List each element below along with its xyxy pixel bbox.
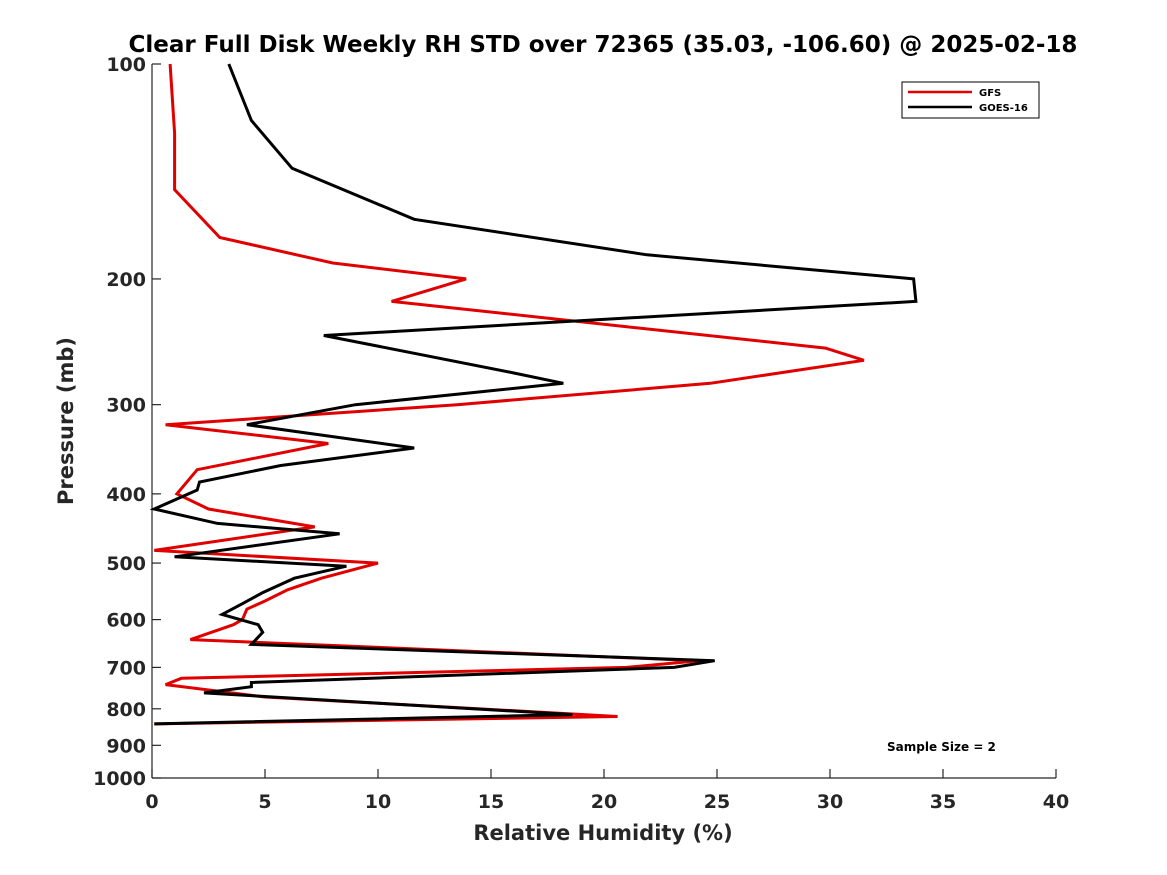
legend-goes-label: GOES-16 xyxy=(979,103,1028,114)
x-tick-label: 20 xyxy=(591,791,617,813)
y-tick-label: 200 xyxy=(106,269,146,291)
legend-box xyxy=(901,81,1040,119)
sample-size-note: Sample Size = 2 xyxy=(887,740,996,754)
x-tick-label: 35 xyxy=(930,791,956,813)
x-tick-label: 0 xyxy=(145,791,158,813)
y-tick-label: 900 xyxy=(106,735,146,757)
series-line-goes-16 xyxy=(149,63,918,726)
x-tick-label: 40 xyxy=(1043,791,1069,813)
y-tick-label: 600 xyxy=(106,610,146,632)
chart-title: Clear Full Disk Weekly RH STD over 72365… xyxy=(129,32,1078,58)
x-tick-label: 15 xyxy=(478,791,504,813)
legend: GFS GOES-16 xyxy=(901,81,1040,119)
y-tick-label: 300 xyxy=(106,395,146,417)
y-tick-label: 500 xyxy=(106,553,146,575)
y-axis-label: Pressure (mb) xyxy=(54,337,78,505)
x-tick-label: 30 xyxy=(817,791,843,813)
x-tick-label: 25 xyxy=(704,791,730,813)
y-tick-label: 400 xyxy=(106,484,146,506)
plot-area: 0 5 10 15 20 25 30 35 40 100 200 300 400 500 600 700 800… xyxy=(93,54,1069,813)
y-tick-label: 1000 xyxy=(93,768,146,790)
y-tick-label: 100 xyxy=(106,54,146,76)
x-tick-label: 5 xyxy=(258,791,271,813)
y-tick-label: 700 xyxy=(106,657,146,679)
y-tick-label: 800 xyxy=(106,699,146,721)
series-line-gfs xyxy=(154,63,865,726)
x-axis-label: Relative Humidity (%) xyxy=(473,821,732,845)
legend-gfs-label: GFS xyxy=(979,88,1001,99)
x-tick-label: 10 xyxy=(365,791,391,813)
